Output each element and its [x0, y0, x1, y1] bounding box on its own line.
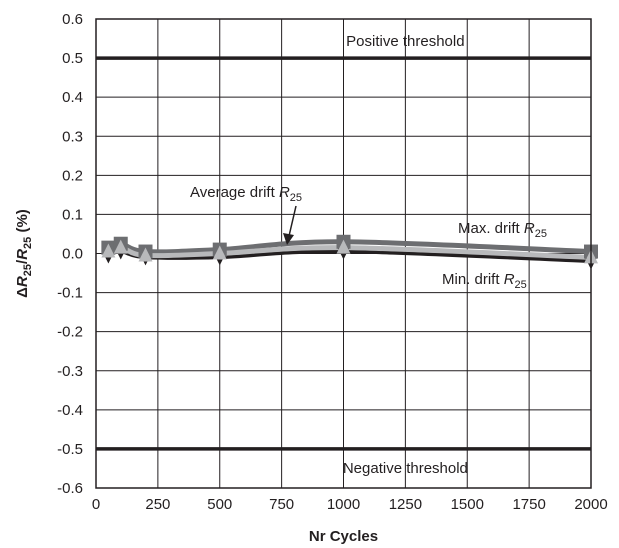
y-tick-label: -0.5: [57, 441, 83, 458]
x-tick-label: 0: [92, 496, 100, 513]
y-tick-label: 0.6: [62, 11, 83, 28]
average-drift-sub: 25: [290, 192, 302, 204]
average-drift-arrow: [288, 205, 297, 237]
x-tick-label: 500: [207, 496, 232, 513]
y-axis-title-unit: (%): [14, 209, 31, 237]
average-drift-r25-point: [113, 239, 128, 254]
average-drift-r25-point: [101, 243, 116, 258]
min-drift-prefix: Min. drift: [442, 271, 504, 288]
x-tick-labels: 0 250 500 750 1000 1250 1500 1750 2000: [92, 496, 608, 513]
max-drift-var: R: [524, 220, 535, 237]
max-drift-prefix: Max. drift: [458, 220, 524, 237]
y-axis-title-sub2: 25: [22, 237, 34, 249]
x-tick-label: 1750: [512, 496, 545, 513]
positive-threshold-label: Positive threshold: [346, 33, 464, 50]
y-tick-label: 0.4: [62, 89, 83, 106]
y-axis-title: ΔR25/R25 (%): [14, 209, 34, 298]
max-drift-sub: 25: [535, 228, 547, 240]
y-tick-label: 0.2: [62, 167, 83, 184]
x-tick-label: 1500: [451, 496, 484, 513]
average-drift-r25-point: [138, 247, 153, 262]
y-tick-label: -0.2: [57, 324, 83, 341]
y-tick-label: 0.5: [62, 50, 83, 67]
average-drift-r25-point: [336, 239, 351, 254]
x-tick-label: 750: [269, 496, 294, 513]
average-drift-r25-point: [212, 245, 227, 260]
x-tick-label: 1250: [389, 496, 422, 513]
average-drift-prefix: Average drift: [190, 184, 279, 201]
y-tick-label: 0.3: [62, 128, 83, 145]
x-tick-label: 1000: [327, 496, 360, 513]
y-tick-label: 0.0: [62, 246, 83, 263]
min-drift-var: R: [504, 271, 515, 288]
max-drift-label: Max. drift R25: [458, 220, 547, 240]
y-axis-title-r2: R: [14, 249, 31, 260]
y-tick-label: -0.3: [57, 363, 83, 380]
average-drift-var: R: [279, 184, 290, 201]
min-drift-label: Min. drift R25: [442, 271, 527, 291]
y-tick-label: 0.1: [62, 206, 83, 223]
plot-frame: [95, 18, 592, 489]
negative-threshold-label: Negative threshold: [343, 460, 468, 477]
average-drift-arrowhead: [283, 233, 294, 245]
average-drift-label: Average drift R25: [190, 184, 302, 204]
min-drift-sub: 25: [515, 279, 527, 291]
x-tick-label: 2000: [574, 496, 607, 513]
series-group: [101, 234, 598, 270]
y-axis-title-slash: /: [14, 259, 31, 264]
y-tick-label: -0.4: [57, 402, 83, 419]
y-axis-title-r: R: [14, 276, 31, 287]
x-axis-title: Nr Cycles: [309, 528, 378, 545]
y-axis-title-sub: 25: [22, 264, 34, 276]
threshold-lines: [96, 56, 591, 451]
y-tick-label: -0.1: [57, 285, 83, 302]
y-tick-label: -0.6: [57, 480, 83, 497]
y-axis-title-delta: Δ: [14, 287, 31, 298]
y-tick-labels: 0.6 0.5 0.4 0.3 0.2 0.1 0.0 -0.1 -0.2 -0.3 -0.4 -0.…: [57, 11, 83, 497]
x-tick-label: 250: [145, 496, 170, 513]
